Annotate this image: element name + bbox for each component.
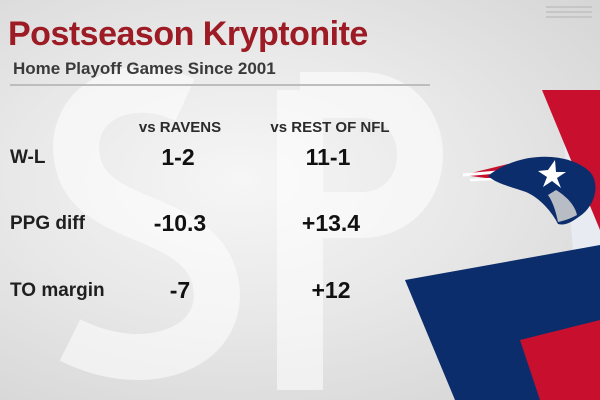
column-header-ravens: vs RAVENS <box>138 119 222 136</box>
patriots-flying-elvis-logo-icon <box>462 156 596 225</box>
graphic-subtitle: Home Playoff Games Since 2001 <box>13 59 276 78</box>
row-label-wl: W-L <box>10 147 46 168</box>
row-label-ppg: PPG diff <box>10 213 85 234</box>
cell-ppg-rest: +13.4 <box>301 210 361 236</box>
cell-wl-ravens: 1-2 <box>161 144 195 170</box>
cell-to-ravens: -7 <box>169 277 191 303</box>
cell-wl-rest: 11-1 <box>305 144 351 170</box>
red-lower-stripe <box>520 320 600 400</box>
corner-decoration <box>546 6 592 22</box>
graphic-title: Postseason Kryptonite <box>8 15 368 53</box>
cell-ppg-ravens: -10.3 <box>153 210 207 236</box>
row-label-to: TO margin <box>10 280 105 301</box>
column-header-rest-of-nfl: vs REST OF NFL <box>270 119 390 136</box>
title-divider <box>10 84 430 86</box>
cell-to-rest: +12 <box>311 277 351 303</box>
